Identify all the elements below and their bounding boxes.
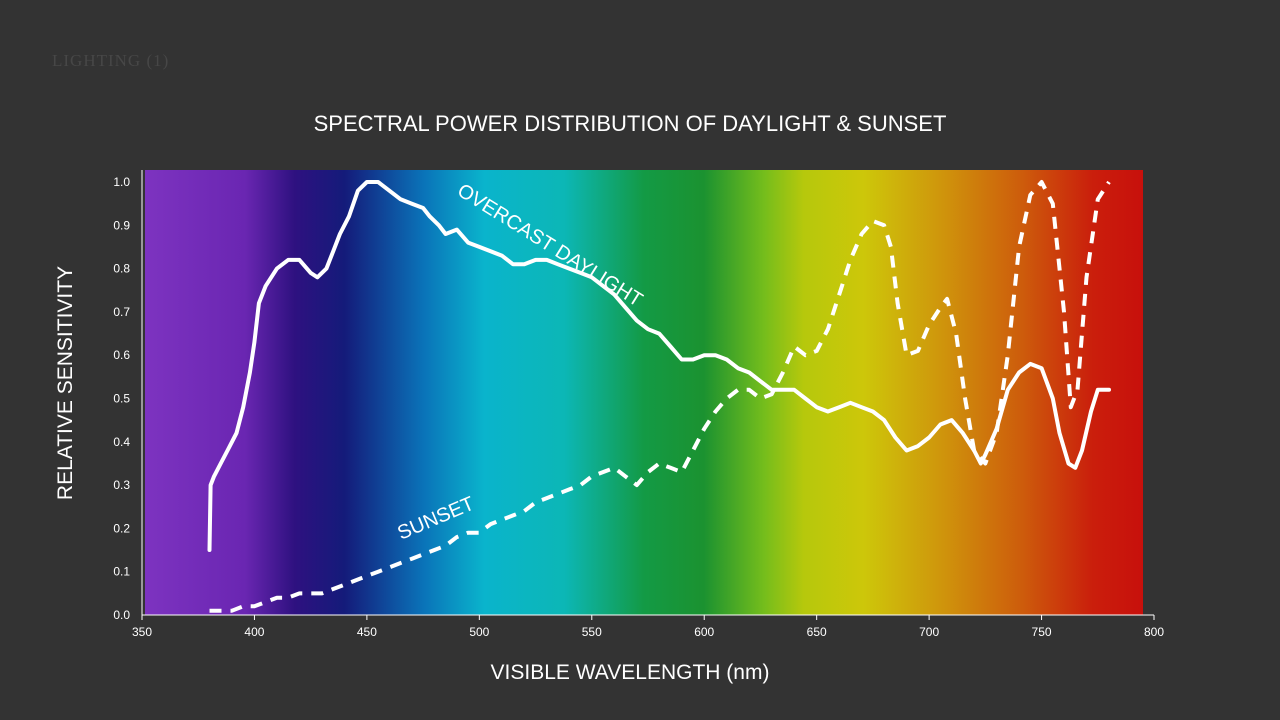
x-tick-label: 500	[469, 625, 489, 639]
x-tick-label: 550	[582, 625, 602, 639]
x-tick-label: 400	[244, 625, 264, 639]
x-tick-label: 650	[807, 625, 827, 639]
y-tick-label: 0.2	[113, 521, 130, 535]
y-tick-label: 0.4	[113, 435, 130, 449]
plot-area-spectrum	[145, 170, 1143, 615]
y-tick-label: 0.3	[113, 478, 130, 492]
series-line-sunset	[209, 180, 1111, 613]
y-tick-label: 0.0	[113, 608, 130, 622]
series-layer	[207, 180, 1111, 613]
y-axis-title: RELATIVE SENSITIVITY	[54, 266, 77, 500]
y-tick-label: 0.6	[113, 348, 130, 362]
x-tick-label: 750	[1032, 625, 1052, 639]
x-tick-label: 600	[694, 625, 714, 639]
watermark-logo: LIGHTING (1)	[52, 51, 169, 70]
x-tick-label: 700	[919, 625, 939, 639]
x-axis-title: VISIBLE WAVELENGTH (nm)	[491, 661, 770, 684]
series-line-overcast-daylight	[207, 180, 1111, 552]
y-tick-label: 1.0	[113, 175, 130, 189]
y-tick-label: 0.5	[113, 392, 130, 406]
axes: 350 400 450 500 550 600 650 700 750 800 0.0 0.1 0.2 0…	[113, 170, 1164, 639]
x-tick-label: 350	[132, 625, 152, 639]
x-tick-label: 800	[1144, 625, 1164, 639]
y-tick-label: 0.1	[113, 565, 130, 579]
y-tick-label: 0.7	[113, 305, 130, 319]
y-tick-label: 0.8	[113, 262, 130, 276]
chart-title: SPECTRAL POWER DISTRIBUTION OF DAYLIGHT …	[314, 111, 947, 136]
y-tick-label: 0.9	[113, 218, 130, 232]
x-tick-label: 450	[357, 625, 377, 639]
